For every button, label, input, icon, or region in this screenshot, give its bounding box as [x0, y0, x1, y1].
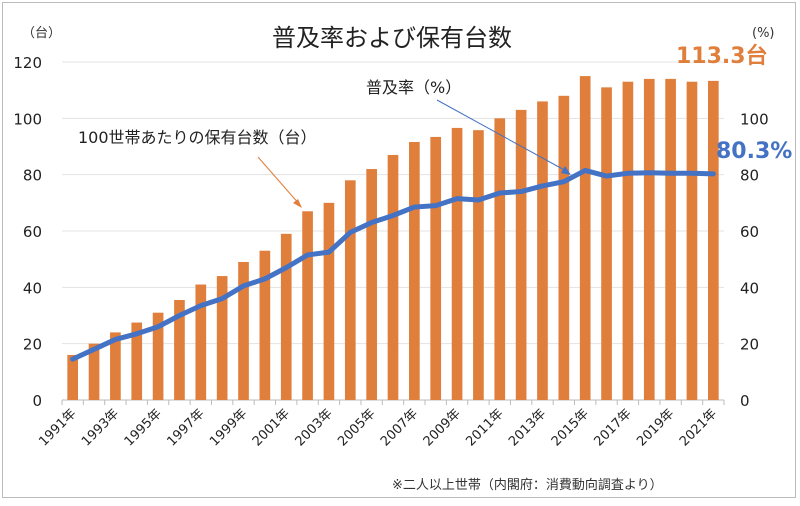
chart-frame [2, 2, 796, 498]
